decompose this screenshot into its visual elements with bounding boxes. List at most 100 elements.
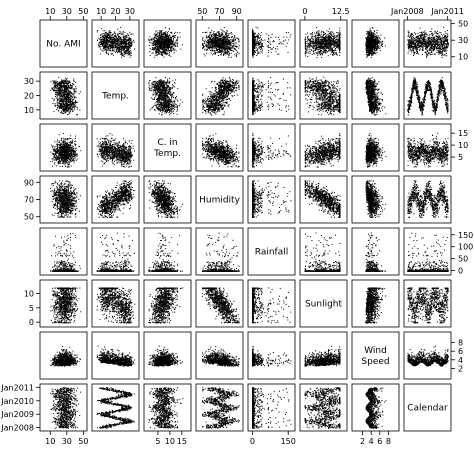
- data-point: [132, 44, 133, 45]
- data-point: [223, 48, 224, 49]
- data-point: [232, 50, 233, 51]
- data-point: [169, 39, 170, 40]
- data-point: [109, 31, 110, 32]
- data-point: [213, 35, 214, 36]
- data-point: [237, 46, 238, 47]
- data-point: [229, 37, 230, 38]
- data-point: [114, 49, 115, 50]
- data-point: [229, 48, 230, 49]
- data-point: [227, 36, 228, 37]
- data-point: [231, 53, 232, 54]
- data-point: [229, 44, 230, 45]
- data-point: [231, 43, 232, 44]
- data-point: [177, 32, 178, 33]
- data-point: [151, 38, 152, 39]
- data-point: [161, 48, 162, 49]
- data-point: [103, 39, 104, 40]
- data-point: [100, 35, 101, 36]
- data-point: [204, 43, 205, 44]
- data-point: [217, 35, 218, 36]
- data-point: [174, 50, 175, 51]
- data-point: [233, 43, 234, 44]
- data-point: [174, 37, 175, 38]
- data-point: [106, 53, 107, 54]
- data-point: [206, 42, 207, 43]
- data-point: [112, 47, 113, 48]
- data-point: [224, 45, 225, 46]
- data-point: [133, 34, 134, 35]
- data-point: [230, 44, 231, 45]
- data-point: [228, 47, 229, 48]
- data-point: [168, 50, 169, 51]
- data-point: [165, 27, 166, 28]
- data-point: [100, 37, 101, 38]
- data-point: [235, 42, 236, 43]
- data-point: [219, 31, 220, 32]
- data-point: [150, 39, 151, 40]
- data-point: [166, 54, 167, 55]
- data-point: [220, 41, 221, 42]
- data-point: [163, 34, 164, 35]
- data-point: [159, 39, 160, 40]
- data-point: [150, 36, 151, 37]
- data-point: [177, 43, 178, 44]
- data-point: [121, 54, 122, 55]
- data-point: [125, 53, 126, 54]
- data-point: [166, 38, 167, 39]
- data-point: [125, 47, 126, 48]
- data-point: [175, 42, 176, 43]
- data-point: [221, 38, 222, 39]
- data-point: [230, 49, 231, 50]
- data-point: [168, 36, 169, 37]
- data-point: [233, 46, 234, 47]
- data-point: [218, 44, 219, 45]
- data-point: [152, 43, 153, 44]
- data-point: [117, 52, 118, 53]
- data-point: [222, 46, 223, 47]
- data-point: [173, 35, 174, 36]
- data-point: [228, 48, 229, 49]
- data-point: [164, 49, 165, 50]
- data-point: [223, 45, 224, 46]
- data-point: [104, 37, 105, 38]
- data-point: [174, 42, 175, 43]
- data-point: [123, 31, 124, 32]
- data-point: [209, 39, 210, 40]
- data-point: [120, 32, 121, 33]
- data-point: [234, 39, 235, 40]
- data-point: [109, 44, 110, 45]
- data-point: [221, 41, 222, 42]
- data-point: [159, 49, 160, 50]
- data-point: [151, 42, 152, 43]
- data-point: [102, 39, 103, 40]
- data-point: [238, 40, 239, 41]
- data-point: [108, 54, 109, 55]
- data-point: [101, 28, 102, 29]
- data-point: [159, 33, 160, 34]
- data-point: [158, 52, 159, 53]
- data-point: [111, 35, 112, 36]
- data-point: [102, 45, 103, 46]
- data-point: [121, 44, 122, 45]
- data-point: [110, 50, 111, 51]
- data-point: [163, 45, 164, 46]
- data-point: [234, 35, 235, 36]
- data-point: [214, 39, 215, 40]
- data-point: [108, 41, 109, 42]
- data-point: [99, 45, 100, 46]
- data-point: [234, 54, 235, 55]
- data-point: [115, 37, 116, 38]
- data-point: [105, 49, 106, 50]
- data-point: [202, 32, 203, 33]
- data-point: [128, 47, 129, 48]
- data-point: [150, 48, 151, 49]
- data-point: [170, 38, 171, 39]
- data-point: [125, 37, 126, 38]
- data-point: [235, 40, 236, 41]
- data-point: [103, 48, 104, 49]
- data-point: [155, 48, 156, 49]
- data-point: [119, 49, 120, 50]
- data-point: [169, 53, 170, 54]
- data-point: [209, 49, 210, 50]
- data-point: [153, 45, 154, 46]
